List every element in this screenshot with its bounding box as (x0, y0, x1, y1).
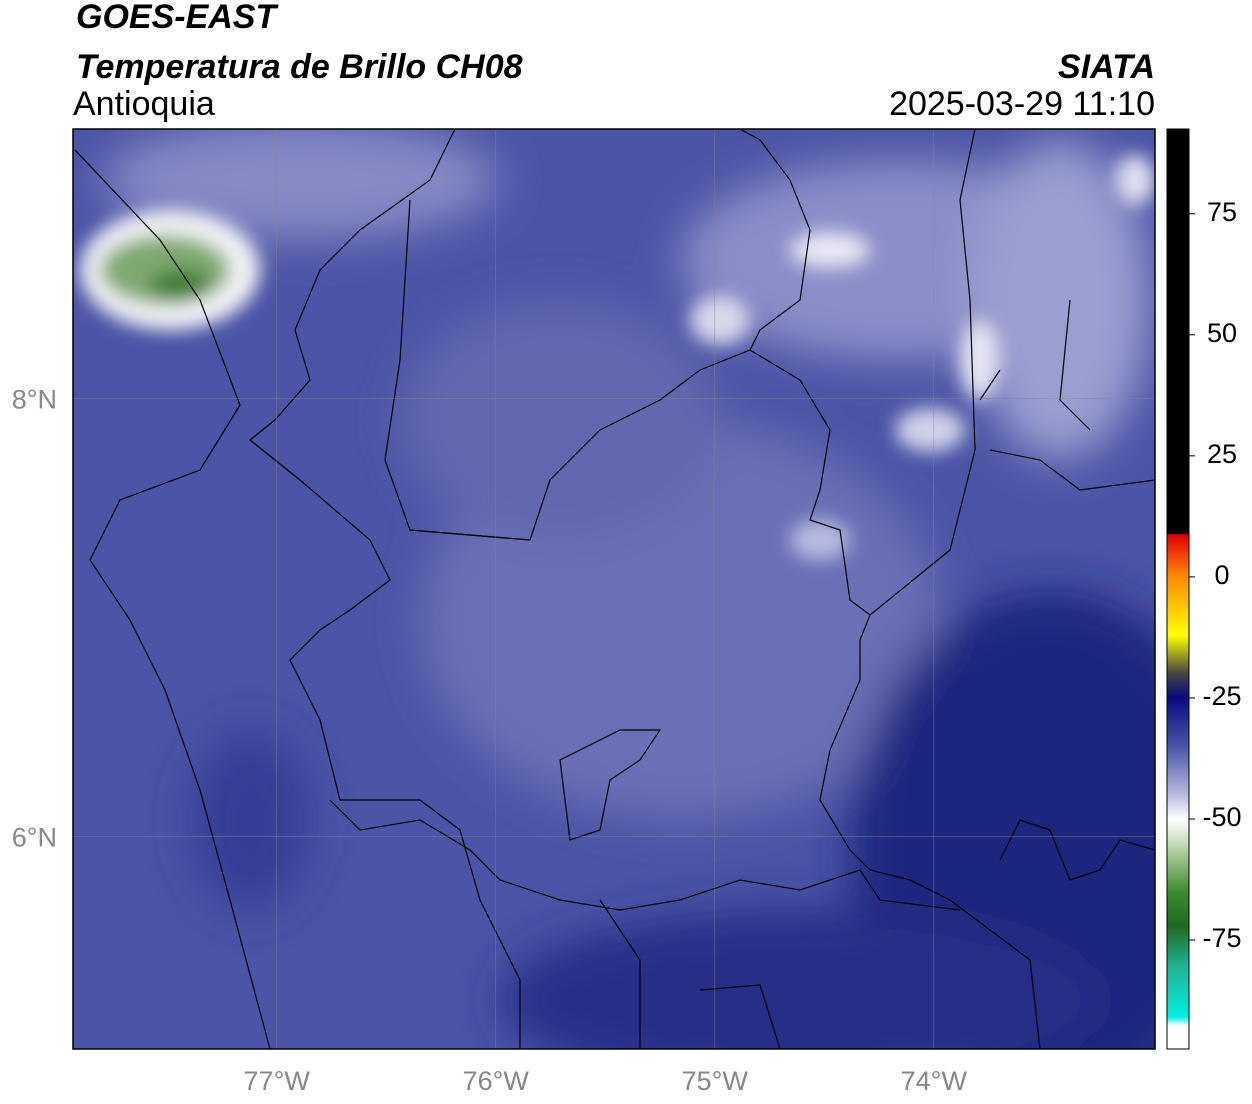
datetime: 2025-03-29 11:10 (889, 85, 1155, 123)
x-tick-label: 77°W (244, 1066, 311, 1096)
colorbar-tick-label: -25 (1202, 681, 1241, 711)
grid (73, 129, 1155, 1049)
colorbar-tick-label: 25 (1207, 439, 1237, 469)
title: GOES-EAST (76, 0, 279, 36)
x-tick-label: 76°W (463, 1066, 530, 1096)
source: SIATA (1058, 48, 1155, 86)
x-tick-label: 75°W (682, 1066, 749, 1096)
map-frame (72, 128, 1156, 1050)
colorbar-tick-label: 75 (1207, 197, 1237, 227)
colorbar-tick-label: -75 (1202, 923, 1241, 953)
subtitle: Temperatura de Brillo CH08 (76, 48, 523, 86)
x-tick-label: 74°W (901, 1066, 968, 1096)
colorbar-tick-label: 50 (1207, 318, 1237, 348)
colorbar-tick-label: 0 (1214, 560, 1229, 590)
colorbar-tick-label: -50 (1202, 802, 1241, 832)
map-image (73, 129, 1155, 1049)
y-tick-label: 6°N (12, 823, 57, 853)
region: Antioquia (73, 85, 215, 123)
colorbar (1166, 128, 1190, 1050)
y-tick-label: 8°N (12, 384, 57, 414)
